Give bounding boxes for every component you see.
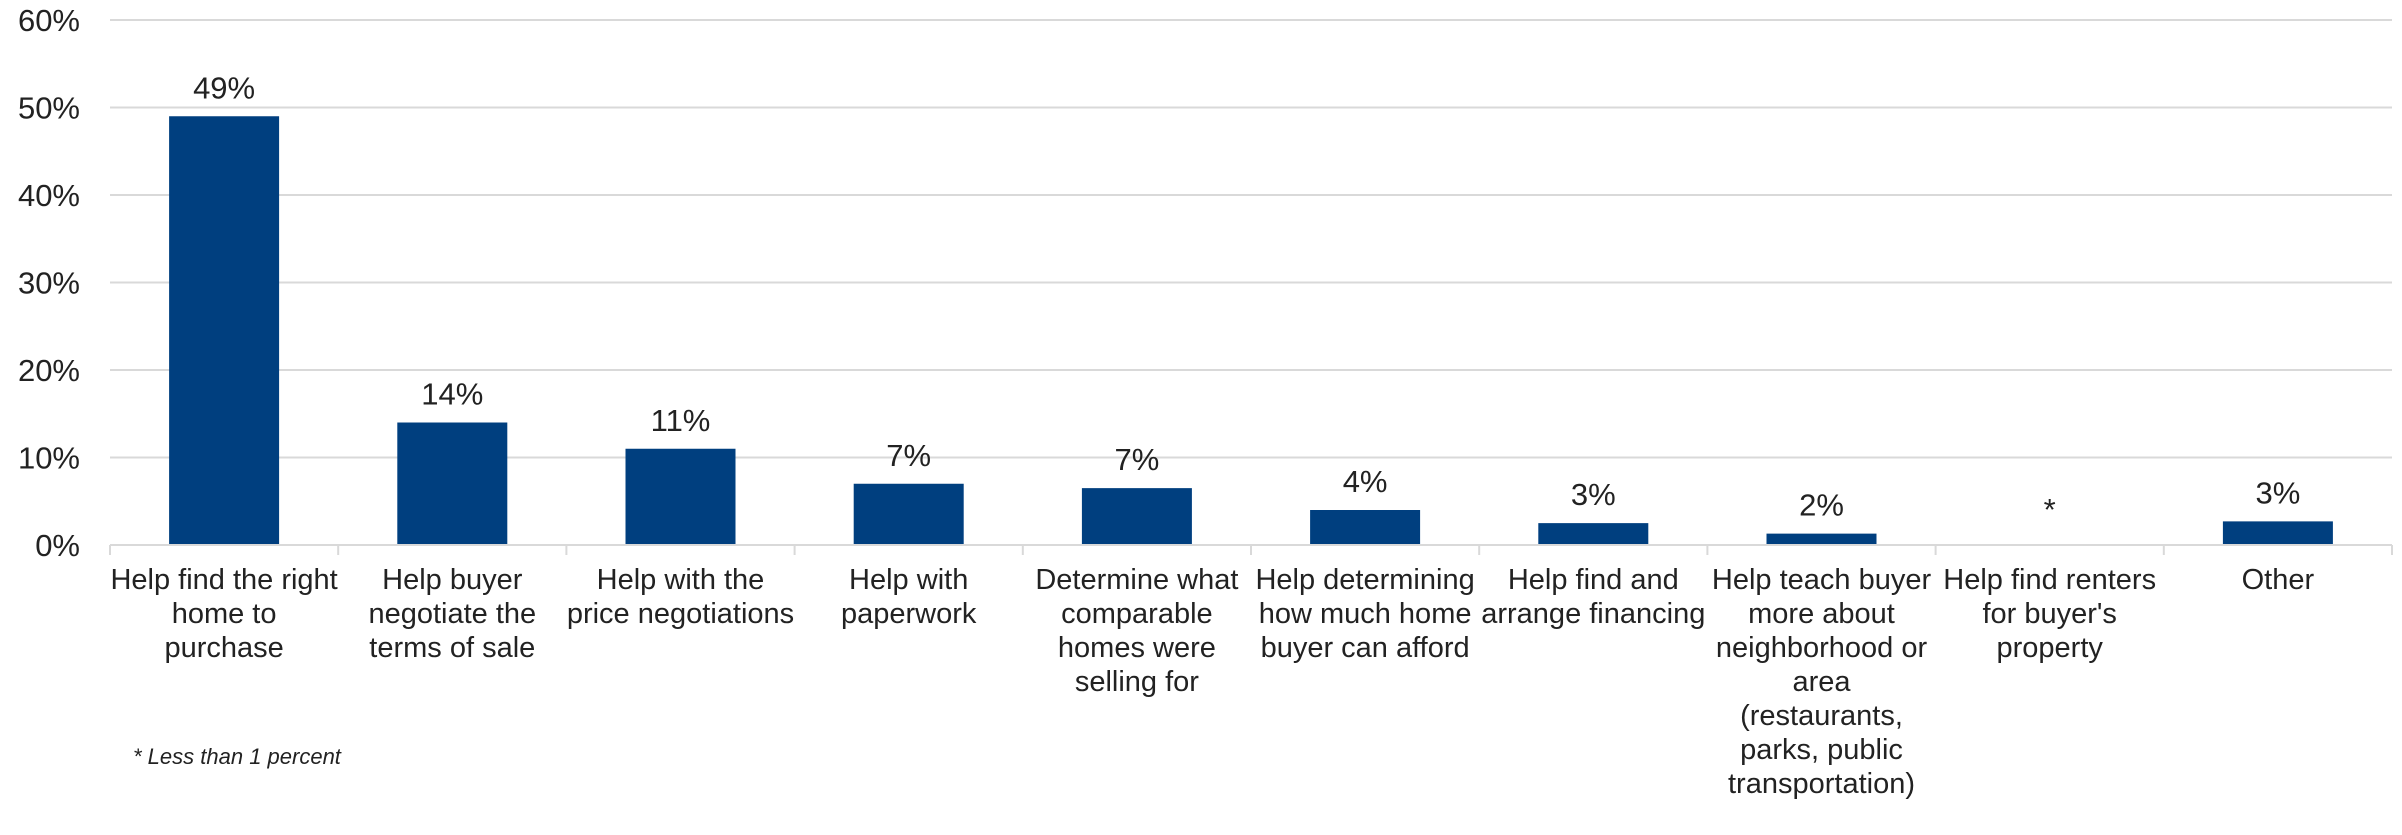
bar	[397, 422, 508, 545]
y-tick-label: 0%	[35, 528, 80, 563]
data-label: 7%	[1114, 442, 1159, 477]
y-tick-label: 10%	[18, 441, 80, 476]
bar	[1081, 488, 1192, 545]
data-label: 49%	[193, 70, 255, 105]
bar	[169, 116, 280, 545]
category-label: Help find renters for buyer's property	[1943, 564, 2157, 664]
data-label: 4%	[1343, 464, 1388, 499]
y-tick-label: 60%	[18, 3, 80, 38]
bars	[169, 116, 2333, 545]
data-label: *	[2044, 492, 2056, 527]
bar	[853, 483, 964, 545]
y-tick-label: 20%	[18, 353, 80, 388]
category-label: Other	[2241, 564, 2315, 596]
bar	[1766, 533, 1877, 545]
bar	[1538, 523, 1649, 545]
bar	[1310, 510, 1421, 545]
y-tick-label: 40%	[18, 178, 80, 213]
category-label: Help with paperwork	[840, 564, 977, 630]
category-label: Help buyer negotiate the terms of sale	[368, 564, 537, 664]
y-tick-label: 50%	[18, 91, 80, 126]
category-label: Help find and arrange financing	[1481, 564, 1706, 630]
bar	[2222, 521, 2333, 545]
bar	[625, 448, 736, 545]
footnote: * Less than 1 percent	[133, 744, 341, 769]
x-axis	[109, 544, 2393, 555]
data-label: 14%	[421, 377, 483, 412]
data-label: 11%	[651, 403, 711, 438]
data-label: 2%	[1799, 488, 1844, 523]
category-label: Help find the right home to purchase	[110, 564, 338, 664]
y-axis-tick-labels: 0% 10% 20% 30% 40% 50% 60%	[18, 3, 80, 563]
data-label: 7%	[886, 438, 931, 473]
category-label: Determine what comparable homes were sel…	[1035, 564, 1239, 698]
gridlines	[110, 19, 2392, 459]
category-label: Help determining how much home buyer can…	[1255, 564, 1475, 664]
y-tick-label: 30%	[18, 266, 80, 301]
category-label: Help with the price negotiations	[566, 564, 795, 630]
category-label: Help teach buyer more about neighborhood…	[1711, 564, 1932, 800]
data-label: 3%	[2255, 475, 2300, 510]
data-label: 3%	[1571, 477, 1616, 512]
data-labels: 49% 14% 11% 7% 7% 4% 3% 2% * 3%	[193, 70, 2300, 527]
